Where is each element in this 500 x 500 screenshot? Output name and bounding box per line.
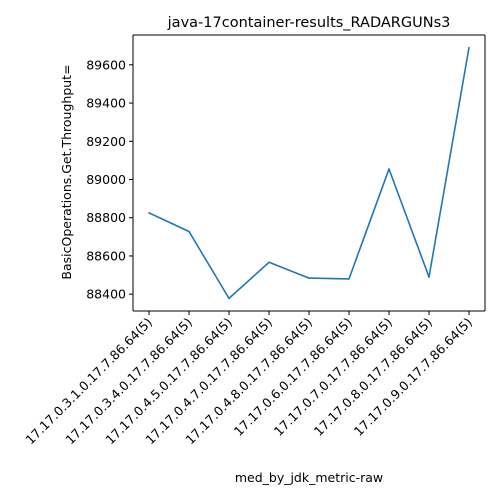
data-point [228,297,230,300]
series-layer [148,46,470,300]
axes-frame [132,34,486,312]
data-point [388,168,390,170]
data-point [468,46,470,49]
y-tick-label: 88800 [86,210,126,225]
y-tick-label: 89200 [86,134,126,149]
y-tick-label: 89000 [86,172,126,187]
data-point [268,261,270,264]
y-tick-label: 89400 [86,96,126,111]
y-tick-label: 89600 [86,57,126,72]
data-point [308,277,310,279]
data-point [148,212,150,214]
data-point [348,278,350,280]
chart-title: java-17container-results_RADARGUNs3 [167,15,451,31]
series-line [148,47,470,300]
x-axis-ticks: 17.17.0.3.1.0.17.7.86.64(5)17.17.0.3.4.0… [22,311,475,447]
data-point [428,276,430,278]
data-point [188,230,190,233]
y-tick-label: 88600 [86,248,126,263]
y-axis-ticks: 88400 88600 88800 89000 89200 89400 89600 [86,57,133,302]
y-axis-label: BasicOperations.Get.Throughput= [59,64,74,279]
x-axis-label: med_by_jdk_metric-raw [235,470,383,485]
y-tick-label: 88400 [86,287,126,302]
